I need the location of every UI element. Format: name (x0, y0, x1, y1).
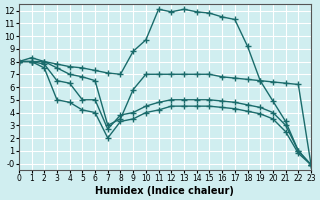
X-axis label: Humidex (Indice chaleur): Humidex (Indice chaleur) (95, 186, 234, 196)
